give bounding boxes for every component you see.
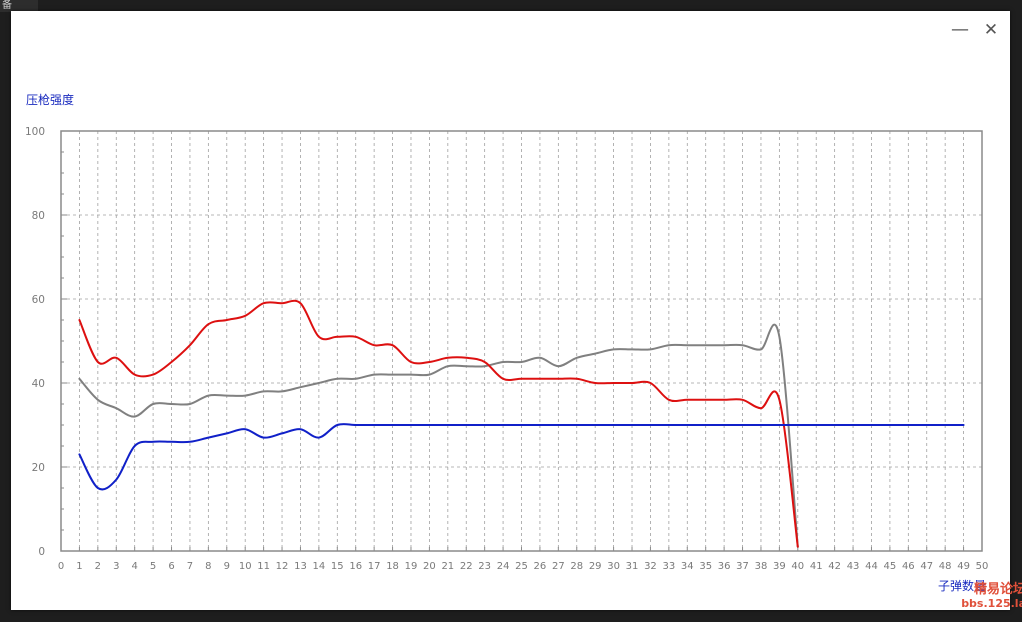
y-tick-label-60: 60 xyxy=(32,294,45,306)
series-layer xyxy=(78,299,965,548)
x-tick-label-37: 37 xyxy=(736,561,749,572)
background-window-fragment: 备 xyxy=(0,0,38,12)
x-tick-label-49: 49 xyxy=(957,561,970,572)
x-tick-label-31: 31 xyxy=(626,561,639,572)
x-tick-label-30: 30 xyxy=(607,561,620,572)
x-tick-label-16: 16 xyxy=(349,561,362,572)
axis-layer xyxy=(60,130,983,552)
x-tick-label-20: 20 xyxy=(423,561,436,572)
grid-layer xyxy=(61,131,982,551)
x-tick-label-21: 21 xyxy=(441,561,454,572)
x-tick-label-35: 35 xyxy=(699,561,712,572)
x-tick-label-12: 12 xyxy=(276,561,289,572)
x-tick-label-27: 27 xyxy=(552,561,565,572)
x-tick-label-23: 23 xyxy=(478,561,491,572)
x-tick-label-11: 11 xyxy=(257,561,270,572)
minimize-button[interactable]: — xyxy=(951,19,969,40)
x-tick-label-13: 13 xyxy=(294,561,307,572)
x-tick-label-14: 14 xyxy=(313,561,326,572)
x-tick-label-28: 28 xyxy=(570,561,583,572)
x-tick-label-39: 39 xyxy=(773,561,786,572)
x-tick-label-10: 10 xyxy=(239,561,252,572)
x-tick-label-22: 22 xyxy=(460,561,473,572)
x-tick-label-7: 7 xyxy=(187,561,193,572)
x-tick-label-6: 6 xyxy=(168,561,174,572)
series-line-gray xyxy=(78,323,799,548)
x-tick-label-3: 3 xyxy=(113,561,119,572)
series-line-red xyxy=(78,299,799,548)
x-tick-label-44: 44 xyxy=(865,561,878,572)
x-tick-label-41: 41 xyxy=(810,561,823,572)
x-axis-title: 子弹数量 xyxy=(938,579,987,593)
y-axis-title: 压枪强度 xyxy=(26,93,75,107)
x-tick-label-29: 29 xyxy=(589,561,602,572)
x-tick-label-38: 38 xyxy=(755,561,768,572)
x-tick-label-25: 25 xyxy=(515,561,528,572)
x-tick-label-15: 15 xyxy=(331,561,344,572)
x-tick-label-5: 5 xyxy=(150,561,156,572)
series-line-blue xyxy=(78,423,965,491)
x-tick-label-1: 1 xyxy=(76,561,82,572)
y-tick-label-20: 20 xyxy=(32,462,45,474)
x-tick-label-42: 42 xyxy=(828,561,841,572)
x-tick-label-47: 47 xyxy=(920,561,933,572)
x-tick-label-45: 45 xyxy=(884,561,897,572)
x-tick-label-34: 34 xyxy=(681,561,694,572)
x-tick-label-8: 8 xyxy=(205,561,211,572)
x-tick-label-17: 17 xyxy=(368,561,381,572)
x-tick-label-33: 33 xyxy=(662,561,675,572)
x-tick-label-4: 4 xyxy=(131,561,137,572)
x-tick-label-24: 24 xyxy=(497,561,510,572)
x-tick-label-18: 18 xyxy=(386,561,399,572)
y-tick-label-100: 100 xyxy=(25,126,45,138)
y-tick-label-40: 40 xyxy=(32,378,45,390)
y-tick-label-0: 0 xyxy=(38,546,45,558)
close-button[interactable]: ✕ xyxy=(983,20,999,40)
chart-window: — ✕ 压枪强度 0 20 40 60 80 100 0 1 2 3 4 5 6 7 8 9 10 11 12 13 1… xyxy=(11,11,1022,610)
x-tick-label-36: 36 xyxy=(718,561,731,572)
x-tick-label-40: 40 xyxy=(791,561,804,572)
x-tick-label-46: 46 xyxy=(902,561,915,572)
background-text: 备 xyxy=(2,0,12,11)
x-tick-label-26: 26 xyxy=(534,561,547,572)
x-tick-label-9: 9 xyxy=(224,561,230,572)
x-tick-label-43: 43 xyxy=(847,561,860,572)
x-tick-label-0: 0 xyxy=(58,561,64,572)
x-tick-label-48: 48 xyxy=(939,561,952,572)
x-tick-label-50: 50 xyxy=(976,561,989,572)
x-tick-label-19: 19 xyxy=(405,561,418,572)
y-tick-label-80: 80 xyxy=(32,210,45,222)
x-tick-label-2: 2 xyxy=(95,561,101,572)
x-tick-label-32: 32 xyxy=(644,561,657,572)
